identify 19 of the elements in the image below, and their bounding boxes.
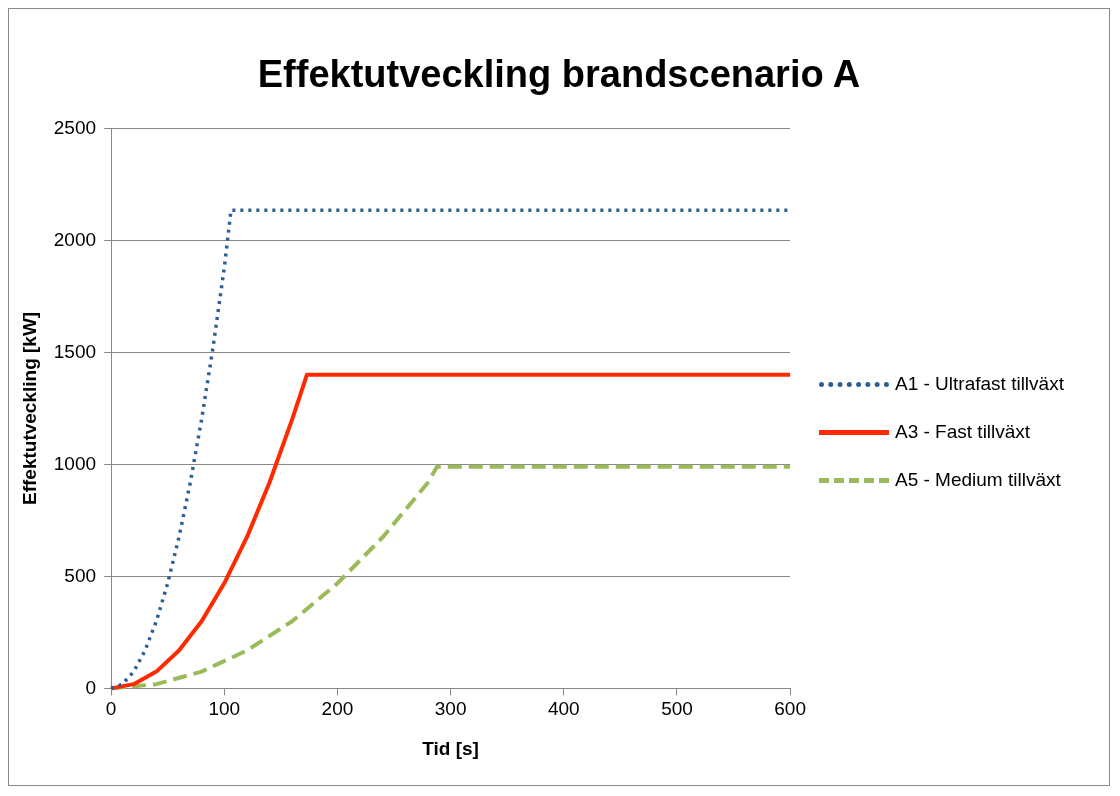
chart-title: Effektutveckling brandscenario A — [256, 52, 862, 97]
x-tick-label: 200 — [321, 698, 354, 720]
x-tick-label: 600 — [774, 698, 806, 720]
x-tick-label: 100 — [208, 698, 241, 720]
legend-label: A1 - Ultrafast tillväxt — [895, 373, 1064, 395]
y-tick-label: 1000 — [53, 452, 97, 474]
y-tick-label: 0 — [85, 676, 97, 698]
x-tick-label: 300 — [434, 698, 467, 720]
y-axis-title: Effektutveckling [kW] — [18, 311, 40, 505]
y-tick-label: 2000 — [53, 228, 97, 250]
x-tick-label: 500 — [661, 698, 693, 720]
x-tick-label: 400 — [547, 698, 580, 720]
legend-label: A3 - Fast tillväxt — [895, 421, 1031, 443]
x-tick-label: 0 — [105, 698, 117, 720]
y-tick-label: 1500 — [53, 340, 97, 362]
y-tick-label: 2500 — [53, 116, 97, 138]
legend-label: A5 - Medium tillväxt — [895, 469, 1061, 491]
y-tick-label: 500 — [64, 564, 97, 586]
x-axis-title: Tid [s] — [422, 737, 479, 759]
